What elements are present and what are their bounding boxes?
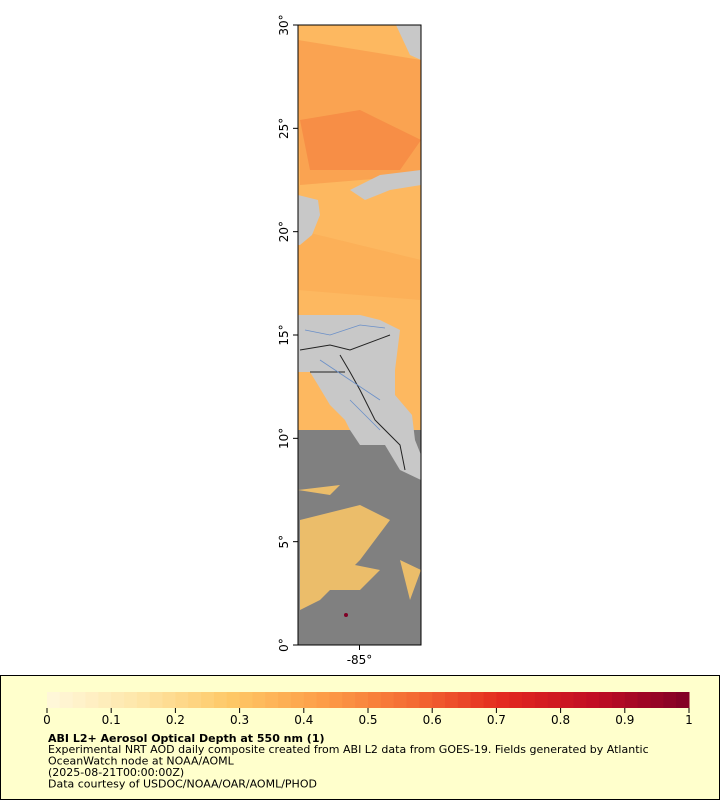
colorbar-step (98, 692, 112, 708)
colorbar-step (303, 692, 318, 708)
colorbar-tick-label: 1 (685, 713, 693, 727)
colorbar-tick-label: 0.7 (487, 713, 506, 727)
colorbar-step (380, 692, 395, 708)
colorbar-step (162, 692, 176, 708)
colorbar-step (483, 692, 497, 708)
colorbar-step (624, 692, 639, 708)
colorbar-step (111, 692, 125, 708)
colorbar-step (278, 692, 292, 708)
lat-tick-label: 15° (277, 324, 291, 345)
colorbar-tick-label: 0.3 (230, 713, 249, 727)
colorbar-tick-label: 0.5 (358, 713, 377, 727)
colorbar-step (432, 692, 446, 708)
lat-tick-label: 20° (277, 221, 291, 242)
colorbar-step (226, 692, 241, 708)
colorbar-step (252, 692, 266, 708)
colorbar-step (522, 692, 536, 708)
colorbar-step (265, 692, 279, 708)
colorbar-step (124, 692, 138, 708)
colorbar-step (445, 692, 459, 708)
colorbar-step (149, 692, 164, 708)
lat-tick-label: 5° (277, 535, 291, 549)
colorbar-tick-label: 0.1 (102, 713, 121, 727)
colorbar-step (368, 692, 382, 708)
colorbar-step (470, 692, 485, 708)
colorbar-tick-label: 0.4 (294, 713, 313, 727)
colorbar-step (573, 692, 587, 708)
colorbar-step (329, 692, 343, 708)
colorbar-step (316, 692, 330, 708)
legend-line: Experimental NRT AOD daily composite cre… (48, 743, 649, 756)
colorbar-step (393, 692, 408, 708)
map-image (298, 25, 421, 645)
colorbar-step (650, 692, 664, 708)
legend-title: ABI L2+ Aerosol Optical Depth at 550 nm … (48, 732, 325, 745)
lon-tick-label: -85° (347, 653, 373, 667)
colorbar-step (213, 692, 228, 708)
colorbar-step (611, 692, 626, 708)
colorbar-step (290, 692, 305, 708)
lat-tick-label: 30° (277, 14, 291, 35)
legend-line: OceanWatch node at NOAA/AOML (48, 755, 235, 768)
colorbar-step (560, 692, 574, 708)
colorbar-step (406, 692, 420, 708)
colorbar-step (637, 692, 651, 708)
colorbar-step (534, 692, 549, 708)
lat-tick-label: 0° (277, 638, 291, 652)
legend-line: (2025-08-21T00:00:00Z) (48, 766, 184, 779)
colorbar-step (47, 692, 61, 708)
colorbar-step (509, 692, 523, 708)
colorbar-tick-label: 0.8 (551, 713, 570, 727)
colorbar-step (547, 692, 562, 708)
colorbar-step (188, 692, 202, 708)
legend-line: Data courtesy of USDOC/NOAA/OAR/AOML/PHO… (48, 778, 317, 791)
colorbar-step (85, 692, 99, 708)
colorbar-step (136, 692, 151, 708)
colorbar-tick-label: 0 (43, 713, 51, 727)
lat-tick-label: 25° (277, 118, 291, 139)
colorbar-step (496, 692, 510, 708)
colorbar-step (663, 692, 677, 708)
colorbar-step (419, 692, 433, 708)
colorbar-tick-label: 0.9 (615, 713, 634, 727)
colorbar-step (676, 692, 690, 708)
colorbar-step (342, 692, 356, 708)
colorbar-tick-label: 0.6 (423, 713, 442, 727)
colorbar-step (59, 692, 74, 708)
colorbar-step (457, 692, 472, 708)
colorbar-step (586, 692, 600, 708)
colorbar-step (355, 692, 369, 708)
colorbar-step (175, 692, 189, 708)
colorbar-step (72, 692, 87, 708)
colorbar-tick-label: 0.2 (166, 713, 185, 727)
colorbar-step (239, 692, 253, 708)
colorbar-step (201, 692, 215, 708)
colorbar-step (599, 692, 613, 708)
lat-tick-label: 10° (277, 428, 291, 449)
